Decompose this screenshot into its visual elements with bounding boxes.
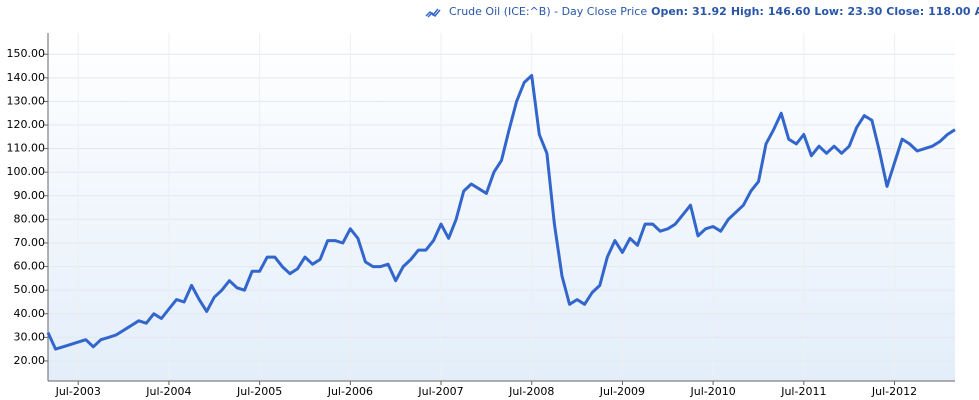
x-tick-label: Jul-2004 (145, 385, 191, 398)
plot-area (48, 33, 955, 381)
y-tick-label: 110.00 (7, 142, 46, 155)
y-tick-label: 30.00 (14, 330, 46, 343)
y-tick-label: 90.00 (14, 189, 46, 202)
y-tick-label: 150.00 (7, 47, 46, 60)
x-tick-label: Jul-2005 (236, 385, 282, 398)
x-tick-label: Jul-2011 (780, 385, 826, 398)
x-tick-label: Jul-2003 (55, 385, 101, 398)
y-tick-label: 140.00 (7, 71, 46, 84)
y-tick-label: 100.00 (7, 165, 46, 178)
x-tick-label: Jul-2009 (599, 385, 645, 398)
legend-icon (425, 8, 441, 18)
y-tick-label: 20.00 (14, 354, 46, 367)
x-tick-label: Jul-2006 (327, 385, 373, 398)
legend-part: 118.00 (928, 5, 971, 18)
y-tick-label: 130.00 (7, 94, 46, 107)
series-line (46, 74, 956, 351)
y-tick-label: 50.00 (14, 283, 46, 296)
legend-part: Avg: (975, 5, 979, 18)
y-tick-label: 40.00 (14, 307, 46, 320)
legend-part: 23.30 (848, 5, 883, 18)
x-tick-label: Jul-2008 (508, 385, 554, 398)
legend: Crude Oil (ICE:^B) - Day Close Price Open… (425, 5, 979, 18)
y-tick-label: 60.00 (14, 260, 46, 273)
y-tick-label: 120.00 (7, 118, 46, 131)
legend-part: Low: (814, 5, 843, 18)
y-tick-label: 80.00 (14, 212, 46, 225)
x-tick-label: Jul-2012 (871, 385, 917, 398)
legend-part: Open: (651, 5, 688, 18)
legend-part: Close: (886, 5, 924, 18)
legend-part: 146.60 (768, 5, 811, 18)
legend-part: Crude Oil (ICE:^B) - Day Close Price (449, 5, 647, 18)
x-tick-label: Jul-2007 (417, 385, 463, 398)
legend-part: High: (731, 5, 764, 18)
y-tick-label: 70.00 (14, 236, 46, 249)
legend-part: 31.92 (692, 5, 727, 18)
legend-text: Crude Oil (ICE:^B) - Day Close Price Open… (449, 5, 979, 18)
x-tick-label: Jul-2010 (690, 385, 736, 398)
